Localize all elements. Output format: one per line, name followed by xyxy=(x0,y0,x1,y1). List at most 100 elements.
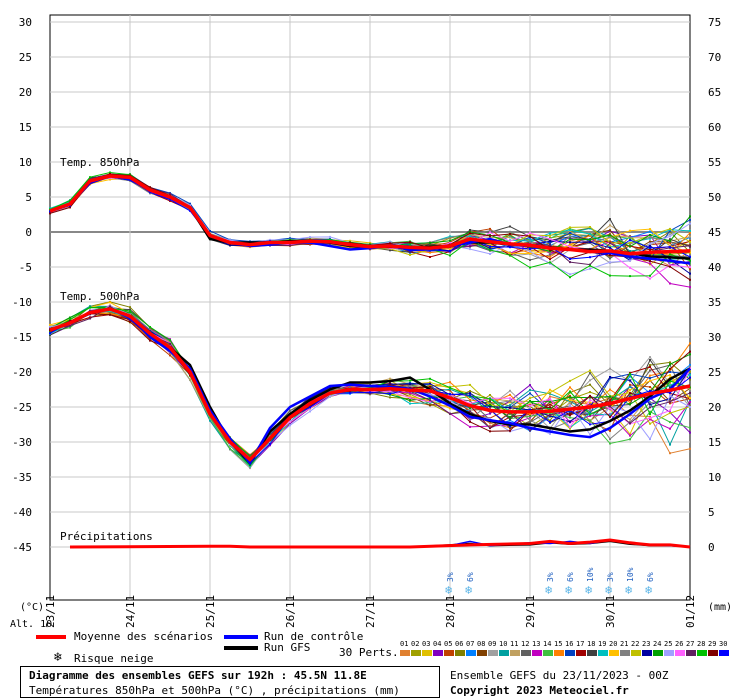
ensemble-member-point xyxy=(529,235,531,238)
ensemble-member-point xyxy=(469,390,471,393)
pert-color-swatch xyxy=(400,650,410,656)
legend-gfs-swatch xyxy=(224,646,258,650)
left-tick-label: -25 xyxy=(12,401,32,414)
ensemble-member-point xyxy=(529,400,531,403)
snow-risk-percent: 3% xyxy=(606,572,615,582)
pert-number: 13 xyxy=(532,640,541,648)
ensemble-member-point xyxy=(49,334,51,336)
ensemble-member-point xyxy=(589,413,591,416)
snow-risk-markers: ❄3%❄6%❄3%❄6%❄10%❄3%❄10%❄6% xyxy=(445,567,655,597)
ensemble-member-point xyxy=(429,256,431,258)
x-tick-label: 23/11 xyxy=(44,595,57,628)
ensemble-member-point xyxy=(589,433,591,436)
snowflake-icon: ❄ xyxy=(545,583,552,597)
ensemble-member-point xyxy=(649,379,651,382)
ensemble-member-point xyxy=(569,413,571,416)
ensemble-member-point xyxy=(509,425,511,428)
ensemble-member-point xyxy=(629,245,631,248)
ensemble-member-point xyxy=(149,328,151,331)
ensemble-member-point xyxy=(549,261,551,264)
ensemble-member-point xyxy=(629,394,631,397)
pert-number: 17 xyxy=(576,640,585,648)
ensemble-member-point xyxy=(489,234,491,237)
ensemble-member-point xyxy=(689,235,691,238)
pert-number: 19 xyxy=(598,640,607,648)
ensemble-member-point xyxy=(69,320,71,322)
ensemble-member-point xyxy=(169,342,171,345)
ensemble-member-point xyxy=(569,226,571,229)
ensemble-member-point xyxy=(89,316,91,319)
ensemble-member-point xyxy=(289,424,291,427)
ensemble-member-point xyxy=(689,364,691,366)
ensemble-member-point xyxy=(109,305,111,308)
ensemble-member-point xyxy=(469,406,471,409)
pert-number: 24 xyxy=(653,640,662,648)
ensemble-member-point xyxy=(649,244,651,247)
precip-label: Précipitations xyxy=(60,530,153,543)
ensemble-member-point xyxy=(609,407,611,410)
ensemble-member-point xyxy=(649,364,651,367)
ensemble-member-point xyxy=(409,383,411,386)
ensemble-member-point xyxy=(609,405,611,408)
ensemble-member-point xyxy=(449,399,451,402)
ensemble-member-point xyxy=(409,253,411,256)
snowflake-icon: ❄ xyxy=(54,650,62,665)
ensemble-member-point xyxy=(649,260,651,263)
ensemble-member-point xyxy=(549,395,551,398)
ensemble-member-point xyxy=(589,238,591,241)
ensemble-member-point xyxy=(129,310,131,313)
ensemble-member-point xyxy=(129,174,131,177)
ensemble-member-point xyxy=(89,177,91,180)
ensemble-member-point xyxy=(489,247,491,250)
ensemble-member-point xyxy=(549,250,551,253)
ensemble-member-point xyxy=(349,246,351,249)
ensemble-member-point xyxy=(449,393,451,396)
ensemble-member-point xyxy=(509,406,511,409)
ensemble-member-point xyxy=(649,356,651,359)
ensemble-member-point xyxy=(609,388,611,391)
pert-color-swatch xyxy=(686,650,696,656)
ensemble-member-point xyxy=(629,239,631,241)
ensemble-member-point xyxy=(489,417,491,420)
ensemble-member-point xyxy=(549,258,551,261)
ensemble-member-point xyxy=(409,402,411,405)
ensemble-member-point xyxy=(569,233,571,236)
ensemble-member-point xyxy=(49,212,51,215)
pert-color-swatch xyxy=(708,650,718,656)
ensemble-member-point xyxy=(489,405,491,408)
ensemble-member-point xyxy=(449,251,451,254)
ensemble-member-point xyxy=(169,340,171,343)
ensemble-member-point xyxy=(429,377,431,380)
pert-color-swatch xyxy=(631,650,641,656)
ensemble-member-point xyxy=(589,391,591,394)
ensemble-member-point xyxy=(389,249,391,252)
ensemble-member-point xyxy=(349,241,351,244)
pert-color-swatch xyxy=(455,650,465,656)
ensemble-member-point xyxy=(609,438,611,440)
ensemble-member-point xyxy=(509,404,511,407)
left-axis: 30 25 20 15 10 5 0 -5 -10 -15 -20 -25 -30 -35 -40 -45 xyxy=(12,16,32,554)
ensemble-member-point xyxy=(689,370,691,373)
ensemble-member-point xyxy=(649,274,651,277)
ensemble-member-point xyxy=(589,264,591,267)
ensemble-member-point xyxy=(589,369,591,372)
pert-number: 28 xyxy=(697,640,706,648)
pert-number: 18 xyxy=(587,640,596,648)
ensemble-member-point xyxy=(649,422,651,425)
ensemble-member-point xyxy=(569,232,571,234)
right-tick-label: 50 xyxy=(708,191,721,204)
ensemble-member-point xyxy=(529,392,531,395)
ensemble-member-point xyxy=(489,412,491,415)
ensemble-member-point xyxy=(629,372,631,375)
ensemble-member-point xyxy=(489,231,491,234)
copyright-label: Copyright 2023 Meteociel.fr xyxy=(450,684,629,697)
ensemble-member-point xyxy=(689,373,691,376)
ensemble-member-point xyxy=(609,395,611,398)
ensemble-member-point xyxy=(609,377,611,380)
ensemble-member-point xyxy=(669,391,671,394)
ensemble-member-point xyxy=(569,238,571,241)
snowflake-icon: ❄ xyxy=(605,583,612,597)
ensemble-member-point xyxy=(109,178,111,181)
snowflake-icon: ❄ xyxy=(465,583,472,597)
ensemble-member-point xyxy=(529,233,531,236)
